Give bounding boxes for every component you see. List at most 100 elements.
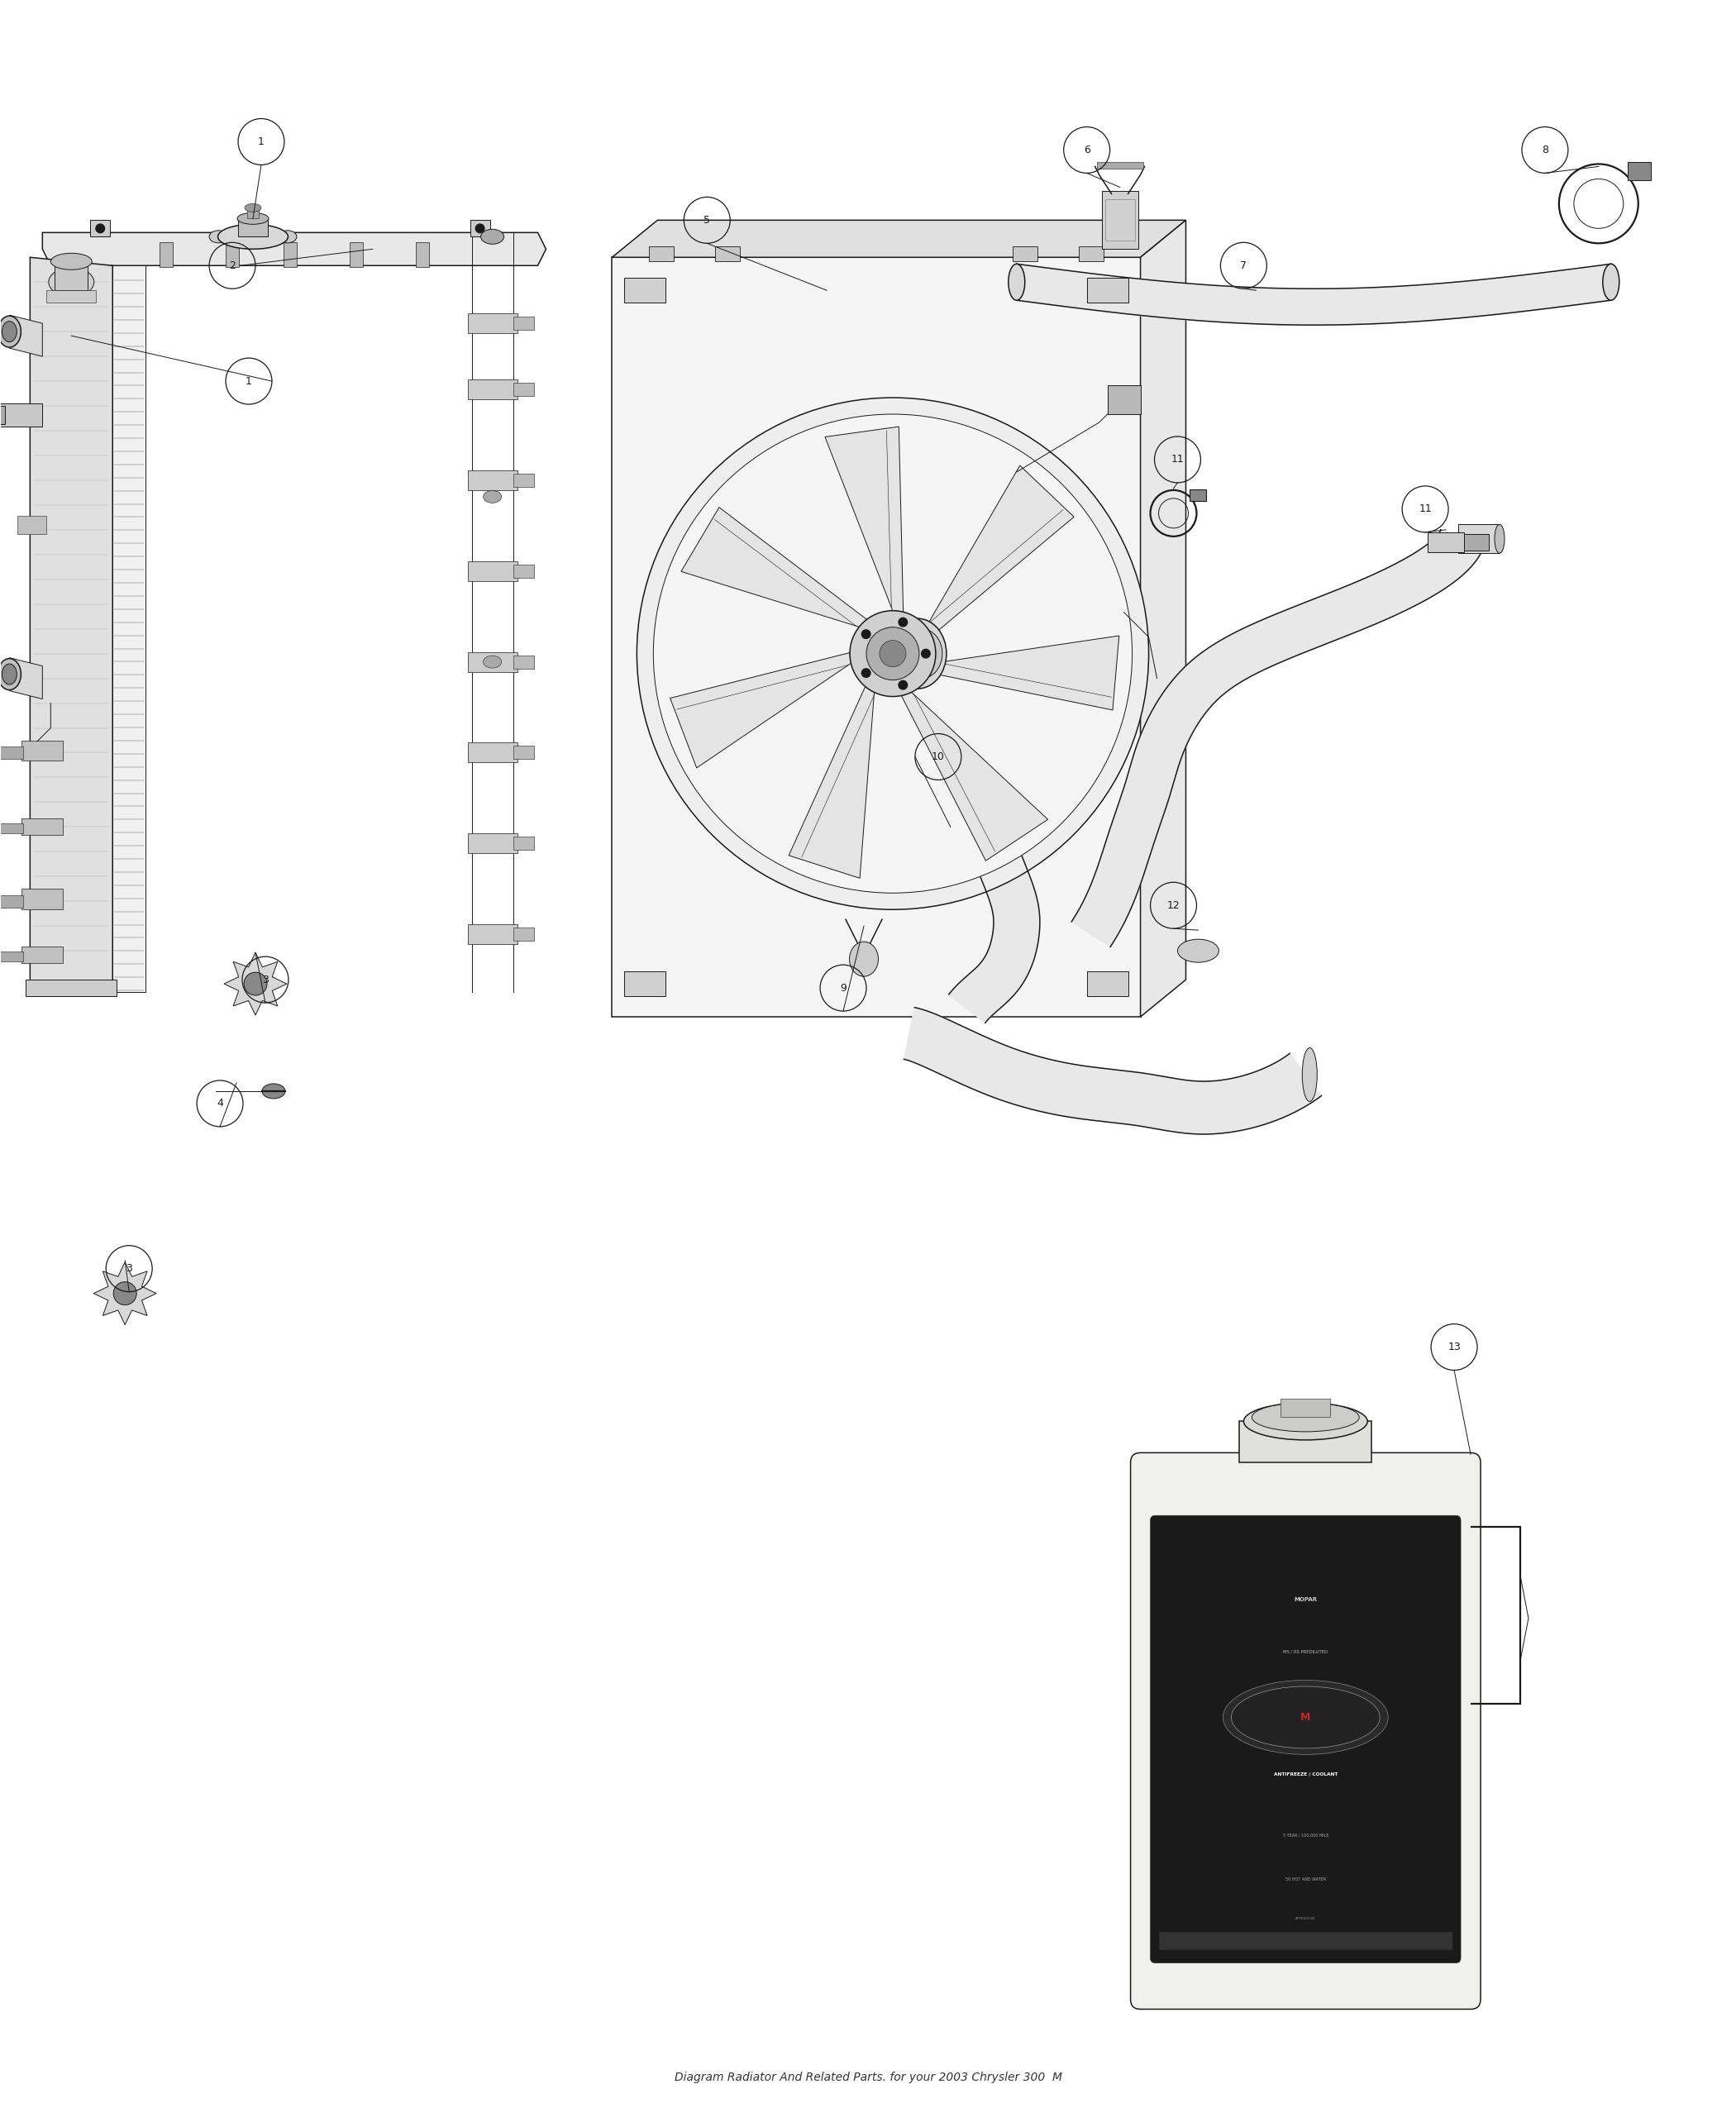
Polygon shape [613,219,1186,257]
Bar [1189,489,1207,502]
Ellipse shape [481,230,503,245]
Bar [56,261,89,291]
Bar [1087,278,1128,304]
Polygon shape [825,426,903,611]
Polygon shape [94,1263,156,1324]
Circle shape [476,223,484,234]
Polygon shape [9,658,42,700]
Circle shape [866,628,918,681]
Text: 7: 7 [1240,259,1246,272]
Circle shape [113,1282,137,1305]
Polygon shape [1071,529,1484,946]
Polygon shape [901,691,1049,860]
Ellipse shape [483,656,502,668]
Bar [1463,533,1489,550]
Bar [0,896,24,909]
Text: 9: 9 [840,982,847,993]
Circle shape [861,628,871,639]
Circle shape [653,413,1132,894]
Ellipse shape [0,316,21,348]
Text: 2: 2 [229,259,236,272]
Ellipse shape [889,618,946,689]
Bar [0,951,24,961]
Circle shape [898,681,908,689]
Bar [0,746,24,759]
Bar [23,890,62,909]
FancyBboxPatch shape [1130,1452,1481,2009]
Ellipse shape [1177,940,1219,963]
Ellipse shape [1495,525,1505,552]
Polygon shape [788,687,875,879]
Ellipse shape [1222,1680,1389,1754]
Bar [1012,247,1036,261]
Polygon shape [1141,219,1186,1016]
Ellipse shape [1231,1686,1380,1748]
Bar [0,824,24,833]
Text: 11: 11 [1418,504,1432,514]
Bar [467,314,517,333]
Bar [23,946,62,963]
Bar [467,561,517,582]
Text: 3: 3 [125,1263,132,1273]
Circle shape [880,641,906,666]
Text: 13: 13 [1448,1341,1460,1353]
Bar [1240,1421,1371,1463]
Bar [514,746,533,759]
Ellipse shape [2,664,17,685]
Ellipse shape [1009,264,1024,299]
Text: M: M [1300,1712,1311,1722]
Ellipse shape [238,213,269,223]
Ellipse shape [483,491,502,504]
Ellipse shape [278,230,297,242]
Bar [160,242,174,268]
Bar [613,257,1141,1016]
Ellipse shape [1252,1402,1359,1431]
Ellipse shape [50,253,92,270]
Bar [1158,1931,1453,1950]
Bar [113,266,146,993]
Bar [715,247,740,261]
Polygon shape [670,653,851,767]
Text: MS / RS PREDILUTED: MS / RS PREDILUTED [1283,1651,1328,1655]
Bar [514,316,533,331]
Bar [1097,162,1142,169]
Circle shape [898,618,908,628]
Polygon shape [9,314,42,356]
Bar [514,928,533,940]
Ellipse shape [1243,1402,1368,1440]
Text: ATTENTION: ATTENTION [1295,1916,1316,1920]
Polygon shape [42,232,547,266]
Text: 6: 6 [1083,145,1090,156]
Text: 3: 3 [262,974,269,984]
Bar [1281,1400,1330,1417]
Ellipse shape [49,268,94,297]
Text: MOPAR: MOPAR [1293,1596,1318,1602]
Bar [90,219,109,236]
Bar [17,516,47,533]
Bar [47,291,95,304]
Bar [1458,525,1500,552]
Text: 1: 1 [259,137,264,148]
Ellipse shape [0,658,21,689]
Bar [1078,247,1104,261]
Bar [238,219,267,236]
Bar [1087,972,1128,997]
Circle shape [95,223,106,234]
Circle shape [920,649,930,658]
Polygon shape [930,637,1120,710]
Ellipse shape [210,230,227,242]
Bar [514,656,533,668]
Bar [467,742,517,763]
Polygon shape [911,698,1040,1022]
Bar [349,242,363,268]
Text: 50 HOT AND WATER: 50 HOT AND WATER [1285,1878,1326,1880]
FancyBboxPatch shape [1151,1516,1460,1963]
Text: 12: 12 [1167,900,1180,911]
Bar [1628,162,1651,181]
Bar [514,384,533,396]
Text: 1: 1 [245,375,252,386]
Bar [23,818,62,835]
Text: 8: 8 [1542,145,1549,156]
Bar [247,209,259,219]
Bar [1102,192,1139,249]
